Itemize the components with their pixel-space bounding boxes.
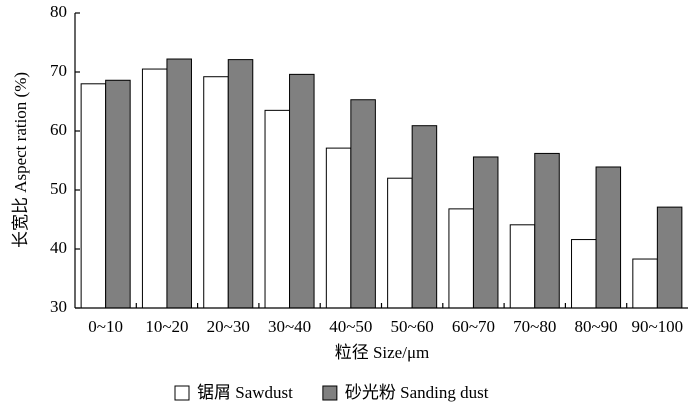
bar xyxy=(80,83,107,309)
y-tick-label: 40 xyxy=(50,238,67,257)
bar xyxy=(289,73,315,309)
y-tick-label: 80 xyxy=(50,2,67,21)
legend-swatch xyxy=(174,385,190,401)
bar xyxy=(595,166,622,309)
bar xyxy=(387,177,413,309)
bar xyxy=(448,208,474,309)
bar xyxy=(227,59,254,309)
x-tick-label: 0~10 xyxy=(88,317,123,336)
bar xyxy=(203,76,229,309)
bar xyxy=(509,224,536,309)
x-tick-label: 40~50 xyxy=(329,317,372,336)
bar xyxy=(141,68,168,309)
x-tick-label: 50~60 xyxy=(391,317,434,336)
x-tick-label: 10~20 xyxy=(145,317,188,336)
legend-label: 砂光粉 Sanding dust xyxy=(345,383,489,402)
bar xyxy=(350,99,376,309)
bar xyxy=(656,206,683,309)
bar xyxy=(166,58,192,309)
legend-swatch xyxy=(322,385,338,401)
legend-label: 锯屑 Sawdust xyxy=(197,383,293,402)
x-tick-label: 70~80 xyxy=(513,317,556,336)
x-tick-label: 80~90 xyxy=(574,317,617,336)
y-tick-label: 60 xyxy=(50,120,67,139)
bar xyxy=(411,125,438,309)
y-axis-label: 长宽比 Aspect ration (%) xyxy=(11,72,30,248)
bar xyxy=(632,258,658,309)
y-tick-label: 50 xyxy=(50,179,67,198)
y-tick-label: 30 xyxy=(50,297,67,316)
bar xyxy=(534,152,560,309)
bar xyxy=(325,147,352,309)
x-tick-label: 90~100 xyxy=(631,317,683,336)
x-tick-label: 30~40 xyxy=(268,317,311,336)
bar xyxy=(105,79,131,309)
bar xyxy=(264,109,291,309)
y-tick-label: 70 xyxy=(50,61,67,80)
bar xyxy=(571,239,597,309)
x-tick-label: 60~70 xyxy=(452,317,495,336)
x-axis-label: 粒径 Size/μm xyxy=(335,343,430,362)
bar xyxy=(472,156,499,309)
x-tick-label: 20~30 xyxy=(207,317,250,336)
